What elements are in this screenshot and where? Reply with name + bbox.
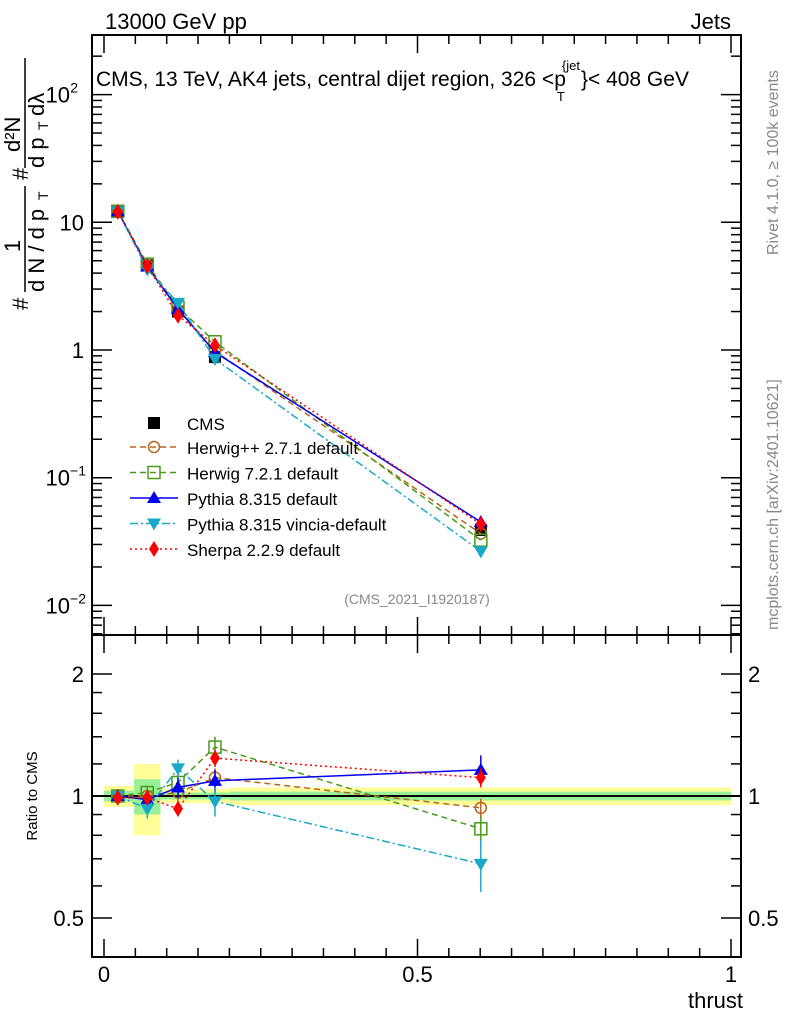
data-point-sherpa-2-2-9-default	[112, 203, 123, 220]
ylabel-one: 1	[0, 240, 25, 252]
ratio-panel: 0 0.5 1 0.5 0.5 1 1 2 2 Ratio to CMS	[24, 634, 779, 987]
series-line-pythia-8-315-vincia-default	[117, 210, 482, 552]
ylabel-hash2: #	[8, 167, 33, 180]
legend-label-cms: CMS	[187, 415, 225, 434]
y-axis-label: # 1 d N / d p T # d²N d p T dλ	[0, 58, 51, 310]
y-tick-exponent: −2	[70, 590, 86, 606]
ratio-point-sherpa-2-2-9-default	[142, 789, 153, 806]
legend-label: Pythia 8.315 default	[187, 490, 338, 509]
y-tick-label: 10	[46, 83, 70, 108]
y-tick-label: 2	[72, 662, 84, 687]
data-point-pythia-8-315-vincia-default	[207, 354, 222, 367]
data-point-sherpa-2-2-9-default	[142, 257, 153, 274]
ylabel-t2: T	[35, 121, 51, 130]
ratio-point-pythia-8-315-default	[170, 780, 185, 793]
x-axis-label: thrust	[688, 988, 743, 1013]
series-line-herwig-2-7-1-default	[117, 210, 482, 535]
title-end: }< 408 GeV	[581, 68, 689, 91]
y-tick-exponent: 2	[70, 80, 78, 96]
ylabel-t1: T	[35, 191, 51, 200]
x-tick-label: 0.5	[402, 962, 433, 987]
ratio-point-sherpa-2-2-9-default	[112, 789, 123, 806]
ylabel-hash1: #	[8, 297, 33, 310]
legend-label: Herwig 7.2.1 default	[187, 465, 338, 484]
y-tick-label-right: 2	[748, 662, 760, 687]
header-right: Jets	[691, 9, 731, 34]
ratio-point-sherpa-2-2-9-default	[172, 800, 183, 817]
ylabel-dpt: d p	[24, 137, 49, 168]
legend-marker	[149, 541, 159, 557]
ylabel-dl: dλ	[24, 93, 49, 116]
data-point-herwig-7-2-1-default	[474, 533, 488, 547]
y-tick-exponent: −1	[70, 463, 86, 479]
x-tick-label: 1	[725, 962, 737, 987]
ratio-point-herwig-7-2-1-default	[474, 822, 488, 836]
title-sup: {jet	[562, 58, 580, 73]
watermark: (CMS_2021_I1920187)	[344, 591, 490, 607]
legend-marker	[147, 440, 161, 454]
y-tick-label: 10	[46, 593, 70, 618]
y-tick-label: 10	[46, 466, 70, 491]
data-point-pythia-8-315-vincia-default	[170, 297, 185, 310]
ratio-point-pythia-8-315-vincia-default	[207, 796, 222, 809]
ratio-point-sherpa-2-2-9-default	[209, 750, 220, 767]
y-tick-label: 0.5	[53, 906, 84, 931]
chart-title: CMS, 13 TeV, AK4 jets, central dijet reg…	[96, 58, 689, 104]
mcplots-label: mcplots.cern.ch [arXiv:2401.10621]	[765, 379, 782, 630]
title-sub: T	[557, 89, 565, 104]
ratio-point-sherpa-2-2-9-default	[475, 769, 486, 786]
title-main: CMS, 13 TeV, AK4 jets, central dijet reg…	[96, 68, 566, 91]
legend-marker-cms	[148, 417, 160, 429]
legend-marker	[147, 491, 161, 503]
y-tick-label-right: 0.5	[748, 906, 779, 931]
legend-marker	[147, 465, 161, 480]
header-left: 13000 GeV pp	[105, 9, 247, 34]
ratio-point-pythia-8-315-default	[207, 773, 222, 786]
ylabel-d2n: d²N	[0, 117, 25, 152]
rivet-label: Rivet 4.1.0, ≥ 100k events	[765, 70, 782, 255]
legend-label: Pythia 8.315 vincia-default	[187, 516, 387, 535]
legend-marker	[147, 518, 161, 531]
ratio-ylabel: Ratio to CMS	[24, 751, 41, 840]
legend: CMS Herwig++ 2.7.1 default Herwig 7.2.1 de…	[130, 415, 387, 560]
y-tick-label-right: 1	[748, 784, 760, 809]
data-point-sherpa-2-2-9-default	[172, 307, 183, 324]
legend-label: Herwig++ 2.7.1 default	[187, 439, 358, 458]
data-point-sherpa-2-2-9-default	[209, 337, 220, 354]
data-point-sherpa-2-2-9-default	[475, 516, 486, 533]
x-tick-label: 0	[98, 962, 110, 987]
y-tick-label: 10	[60, 210, 84, 235]
y-tick-label: 1	[72, 338, 84, 363]
data-point-pythia-8-315-vincia-default	[473, 546, 488, 559]
y-tick-label: 1	[72, 784, 84, 809]
ylabel-dn: d N / d p	[24, 209, 49, 292]
ratio-point-pythia-8-315-vincia-default	[170, 763, 185, 776]
ratio-point-pythia-8-315-vincia-default	[140, 803, 155, 816]
ratio-point-pythia-8-315-vincia-default	[473, 858, 488, 871]
legend-label: Sherpa 2.2.9 default	[187, 541, 340, 560]
ratio-point-herwig-2-7-1-default	[474, 801, 488, 815]
